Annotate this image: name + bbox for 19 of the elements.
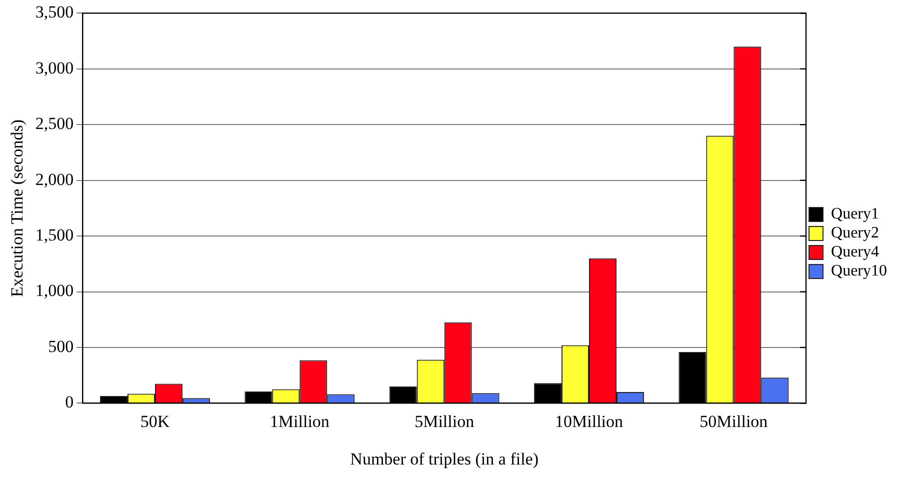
y-tick-label: 0: [65, 392, 74, 412]
y-tick-label: 500: [48, 336, 74, 356]
y-tick-label: 3,000: [35, 58, 74, 78]
x-tick-label: 1Million: [270, 412, 330, 431]
y-tick-label: 3,500: [35, 2, 74, 22]
x-tick-label: 10Million: [555, 412, 624, 431]
legend-label: Query1: [831, 206, 879, 223]
y-axis-title: Execution Time (seconds): [8, 119, 27, 297]
y-tick-label: 2,500: [35, 114, 74, 134]
legend-label: Query10: [831, 262, 887, 280]
x-tick-label: 50Million: [700, 412, 768, 431]
x-axis-title: Number of triples (in a file): [350, 449, 539, 468]
x-tick-label: 5Million: [414, 412, 475, 431]
legend-label: Query2: [831, 224, 879, 242]
y-tick-label: 2,000: [35, 170, 74, 189]
y-tick-label: 1,500: [35, 226, 74, 245]
x-tick-label: 50K: [140, 412, 170, 431]
legend-label: Query4: [831, 244, 879, 261]
y-tick-label: 1,000: [35, 281, 74, 300]
